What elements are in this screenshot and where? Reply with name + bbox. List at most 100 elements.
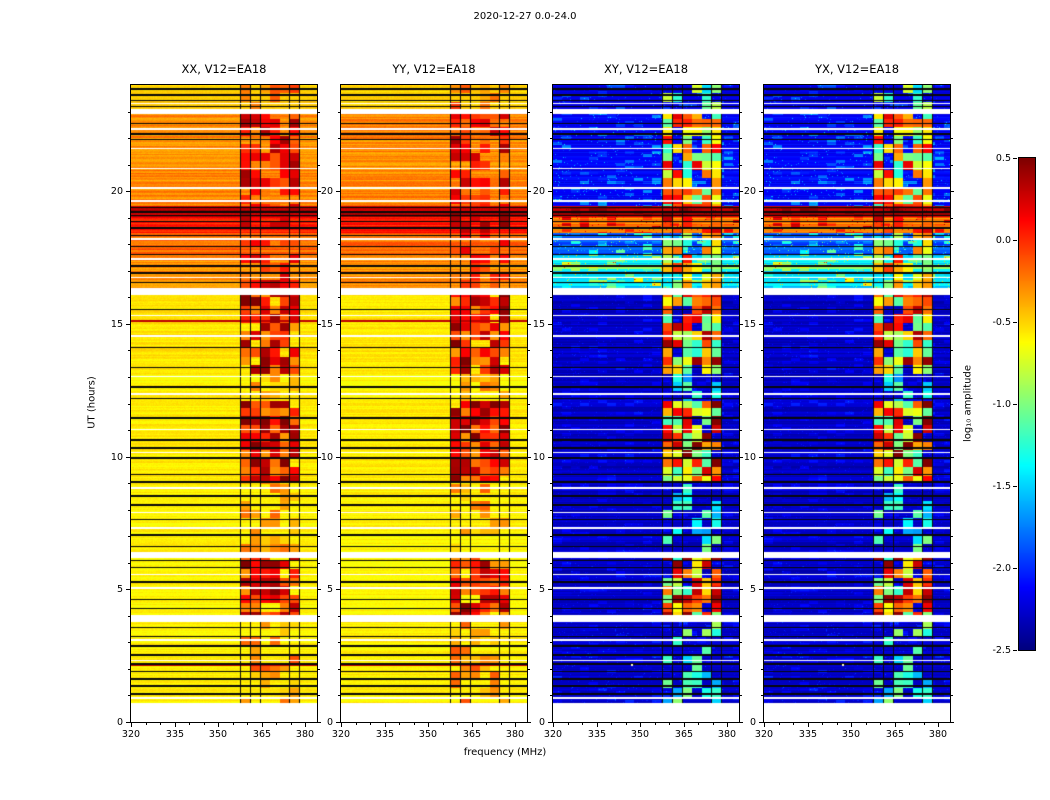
- y-axis-minor-tick-right: [318, 563, 320, 564]
- y-axis-minor-tick: [550, 695, 552, 696]
- y-axis-tick: [126, 324, 130, 325]
- y-axis-minor-tick: [550, 642, 552, 643]
- y-tick-label: 5: [749, 584, 756, 595]
- y-axis-minor-tick: [761, 297, 763, 298]
- y-axis-minor-tick: [128, 616, 130, 617]
- y-tick-label: 15: [320, 319, 333, 330]
- x-axis-minor-tick: [582, 723, 583, 725]
- y-axis-minor-tick-right: [740, 377, 742, 378]
- y-axis-minor-tick-right: [528, 244, 530, 245]
- y-axis-minor-tick: [550, 430, 552, 431]
- y-axis-tick-right: [740, 457, 743, 458]
- y-tick-label: 15: [532, 319, 545, 330]
- y-axis-minor-tick: [761, 695, 763, 696]
- y-axis-minor-tick: [761, 669, 763, 670]
- y-axis-minor-tick-right: [318, 536, 320, 537]
- colorbar-tick-label: -0.5: [992, 317, 1011, 328]
- y-axis-minor-tick-right: [318, 165, 320, 166]
- y-axis-tick: [548, 457, 552, 458]
- y-axis-tick-right: [740, 589, 743, 590]
- y-axis-minor-tick-right: [528, 165, 530, 166]
- x-axis-minor-tick: [291, 723, 292, 725]
- y-tick-label: 0: [538, 717, 545, 728]
- y-axis-minor-tick-right: [740, 138, 742, 139]
- colorbar-label: log₁₀ amplitude: [962, 365, 974, 442]
- y-axis-minor-tick-right: [318, 297, 320, 298]
- y-axis-minor-tick-right: [528, 510, 530, 511]
- y-axis-tick-right: [318, 457, 321, 458]
- x-tick-label: 365: [674, 729, 694, 740]
- y-axis-tick: [126, 457, 130, 458]
- y-axis-minor-tick-right: [318, 350, 320, 351]
- colorbar-tick: [1013, 322, 1017, 323]
- x-axis-tick: [472, 723, 473, 727]
- y-axis-tick: [759, 324, 763, 325]
- y-axis-minor-tick: [338, 271, 340, 272]
- y-tick-label: 20: [532, 186, 545, 197]
- x-axis-tick: [305, 723, 306, 727]
- y-axis-minor-tick: [761, 271, 763, 272]
- x-tick-label: 320: [543, 729, 563, 740]
- y-axis-minor-tick: [338, 165, 340, 166]
- y-axis-tick-right: [318, 589, 321, 590]
- figure-title: 2020-12-27 0.0-24.0: [473, 11, 577, 22]
- y-axis-minor-tick-right: [528, 430, 530, 431]
- y-axis-minor-tick-right: [318, 510, 320, 511]
- y-axis-tick-right: [951, 191, 954, 192]
- y-axis-tick: [548, 191, 552, 192]
- x-tick-label: 350: [630, 729, 650, 740]
- colorbar-tick-label: -1.5: [992, 481, 1011, 492]
- x-tick-label: 350: [418, 729, 438, 740]
- y-axis-minor-tick-right: [528, 271, 530, 272]
- x-axis-tick: [764, 723, 765, 727]
- y-tick-label: 10: [320, 452, 333, 463]
- y-axis-tick: [336, 324, 340, 325]
- y-axis-tick-right: [951, 589, 954, 590]
- y-axis-label: UT (hours): [86, 376, 98, 429]
- y-axis-tick: [759, 589, 763, 590]
- y-axis-minor-tick: [338, 563, 340, 564]
- y-axis-tick-right: [528, 457, 531, 458]
- y-axis-minor-tick: [761, 350, 763, 351]
- y-tick-label: 20: [743, 186, 756, 197]
- y-axis-minor-tick-right: [740, 483, 742, 484]
- y-axis-minor-tick: [338, 642, 340, 643]
- x-tick-label: 380: [717, 729, 737, 740]
- y-axis-tick: [126, 191, 130, 192]
- y-axis-minor-tick-right: [318, 218, 320, 219]
- panel-title-xx: XX, V12=EA18: [181, 62, 267, 76]
- y-axis-minor-tick: [338, 483, 340, 484]
- x-axis-minor-tick: [837, 723, 838, 725]
- y-axis-minor-tick-right: [951, 404, 953, 405]
- y-axis-minor-tick: [338, 297, 340, 298]
- y-axis-minor-tick: [338, 138, 340, 139]
- y-axis-tick: [548, 324, 552, 325]
- x-tick-label: 335: [165, 729, 185, 740]
- x-axis-tick: [385, 723, 386, 727]
- y-axis-minor-tick-right: [951, 165, 953, 166]
- y-axis-minor-tick: [338, 695, 340, 696]
- y-axis-minor-tick-right: [740, 350, 742, 351]
- colorbar-gradient: [1019, 158, 1035, 650]
- y-axis-minor-tick: [550, 483, 552, 484]
- x-axis-minor-tick: [233, 723, 234, 725]
- y-axis-minor-tick-right: [528, 377, 530, 378]
- y-axis-minor-tick-right: [951, 536, 953, 537]
- y-axis-minor-tick-right: [951, 563, 953, 564]
- y-axis-minor-tick: [761, 377, 763, 378]
- y-axis-minor-tick-right: [740, 271, 742, 272]
- x-axis-minor-tick: [276, 723, 277, 725]
- y-tick-label: 15: [110, 319, 123, 330]
- y-tick-label: 0: [749, 717, 756, 728]
- y-axis-tick-right: [318, 722, 321, 723]
- y-axis-minor-tick: [338, 669, 340, 670]
- y-axis-minor-tick: [338, 404, 340, 405]
- y-tick-label: 0: [116, 717, 123, 728]
- y-axis-minor-tick: [550, 297, 552, 298]
- y-axis-tick-right: [528, 589, 531, 590]
- y-axis-minor-tick-right: [528, 112, 530, 113]
- y-axis-tick-right: [740, 191, 743, 192]
- x-axis-tick: [262, 723, 263, 727]
- y-axis-minor-tick: [128, 642, 130, 643]
- y-axis-minor-tick: [761, 112, 763, 113]
